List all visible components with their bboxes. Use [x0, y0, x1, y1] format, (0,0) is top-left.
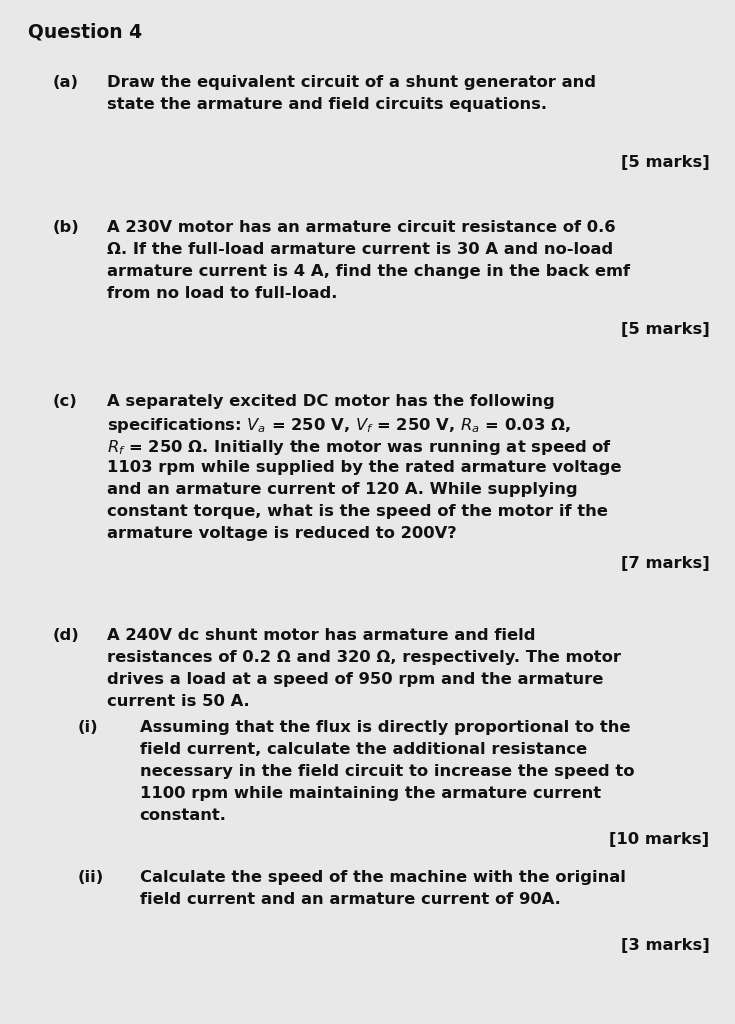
Text: (d): (d)	[53, 628, 79, 643]
Text: [5 marks]: [5 marks]	[620, 322, 709, 337]
Text: [3 marks]: [3 marks]	[620, 938, 709, 953]
Text: armature current is 4 A, find the change in the back emf: armature current is 4 A, find the change…	[107, 264, 630, 279]
Text: drives a load at a speed of 950 rpm and the armature: drives a load at a speed of 950 rpm and …	[107, 672, 603, 687]
Text: Assuming that the flux is directly proportional to the: Assuming that the flux is directly propo…	[140, 720, 630, 735]
Text: A 230V motor has an armature circuit resistance of 0.6: A 230V motor has an armature circuit res…	[107, 220, 615, 234]
Text: necessary in the field circuit to increase the speed to: necessary in the field circuit to increa…	[140, 764, 634, 779]
Text: resistances of 0.2 Ω and 320 Ω, respectively. The motor: resistances of 0.2 Ω and 320 Ω, respecti…	[107, 650, 620, 665]
Text: A separately excited DC motor has the following: A separately excited DC motor has the fo…	[107, 394, 554, 409]
Text: from no load to full-load.: from no load to full-load.	[107, 286, 337, 301]
Text: armature voltage is reduced to 200V?: armature voltage is reduced to 200V?	[107, 526, 456, 541]
Text: Calculate the speed of the machine with the original: Calculate the speed of the machine with …	[140, 870, 625, 885]
Text: 1100 rpm while maintaining the armature current: 1100 rpm while maintaining the armature …	[140, 786, 600, 801]
Text: current is 50 A.: current is 50 A.	[107, 694, 249, 709]
Text: field current, calculate the additional resistance: field current, calculate the additional …	[140, 742, 587, 757]
Text: (a): (a)	[53, 75, 79, 90]
Text: (i): (i)	[77, 720, 98, 735]
Text: specifications: $V_a$ = 250 V, $V_f$ = 250 V, $R_a$ = 0.03 Ω,: specifications: $V_a$ = 250 V, $V_f$ = 2…	[107, 416, 570, 435]
Text: state the armature and field circuits equations.: state the armature and field circuits eq…	[107, 97, 547, 112]
Text: Ω. If the full-load armature current is 30 A and no-load: Ω. If the full-load armature current is …	[107, 242, 613, 257]
Text: constant torque, what is the speed of the motor if the: constant torque, what is the speed of th…	[107, 504, 607, 519]
Text: constant.: constant.	[140, 808, 226, 823]
Text: Draw the equivalent circuit of a shunt generator and: Draw the equivalent circuit of a shunt g…	[107, 75, 595, 90]
Text: and an armature current of 120 A. While supplying: and an armature current of 120 A. While …	[107, 482, 577, 497]
Text: $R_f$ = 250 Ω. Initially the motor was running at speed of: $R_f$ = 250 Ω. Initially the motor was r…	[107, 438, 612, 457]
Text: Question 4: Question 4	[28, 22, 142, 41]
Text: [5 marks]: [5 marks]	[620, 155, 709, 170]
Text: 1103 rpm while supplied by the rated armature voltage: 1103 rpm while supplied by the rated arm…	[107, 460, 621, 475]
Text: (b): (b)	[53, 220, 79, 234]
Text: [10 marks]: [10 marks]	[609, 831, 709, 847]
Text: (c): (c)	[53, 394, 78, 409]
Text: [7 marks]: [7 marks]	[620, 556, 709, 571]
Text: A 240V dc shunt motor has armature and field: A 240V dc shunt motor has armature and f…	[107, 628, 535, 643]
Text: field current and an armature current of 90A.: field current and an armature current of…	[140, 892, 560, 907]
Text: (ii): (ii)	[77, 870, 104, 885]
